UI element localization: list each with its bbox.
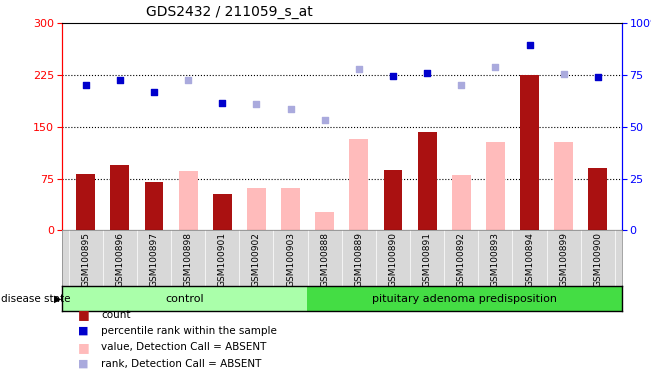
Bar xyxy=(281,187,300,230)
Point xyxy=(524,42,534,48)
Bar xyxy=(76,174,95,230)
Bar xyxy=(111,165,130,230)
Point xyxy=(388,73,398,79)
Bar xyxy=(350,139,368,230)
Text: GSM100888: GSM100888 xyxy=(320,232,329,287)
Text: GSM100901: GSM100901 xyxy=(218,232,227,287)
Text: pituitary adenoma predisposition: pituitary adenoma predisposition xyxy=(372,293,557,304)
Point xyxy=(353,66,364,73)
Bar xyxy=(179,171,197,230)
Text: GSM100892: GSM100892 xyxy=(457,232,465,287)
Text: GSM100903: GSM100903 xyxy=(286,232,295,287)
Bar xyxy=(62,286,307,311)
Bar xyxy=(247,187,266,230)
Bar xyxy=(213,194,232,230)
Bar xyxy=(315,212,334,230)
Bar xyxy=(145,182,163,230)
Text: GSM100897: GSM100897 xyxy=(150,232,158,287)
Text: GSM100899: GSM100899 xyxy=(559,232,568,287)
Text: GSM100898: GSM100898 xyxy=(184,232,193,287)
Point xyxy=(490,64,501,70)
Text: ■: ■ xyxy=(78,359,89,369)
Text: GSM100902: GSM100902 xyxy=(252,232,261,287)
Text: GSM100889: GSM100889 xyxy=(354,232,363,287)
Text: ■: ■ xyxy=(78,341,90,354)
Bar xyxy=(486,142,505,230)
Point xyxy=(320,117,330,123)
Text: count: count xyxy=(101,310,130,320)
Text: GSM100894: GSM100894 xyxy=(525,232,534,287)
Bar xyxy=(520,75,539,230)
Point xyxy=(115,77,125,83)
Bar xyxy=(383,170,402,230)
Text: GDS2432 / 211059_s_at: GDS2432 / 211059_s_at xyxy=(146,5,312,19)
Text: control: control xyxy=(165,293,204,304)
Point xyxy=(422,70,432,76)
Text: GSM100900: GSM100900 xyxy=(593,232,602,287)
Point xyxy=(592,74,603,80)
Text: GSM100891: GSM100891 xyxy=(422,232,432,287)
Bar xyxy=(452,175,471,230)
Text: GSM100896: GSM100896 xyxy=(115,232,124,287)
Bar xyxy=(418,132,437,230)
Text: GSM100893: GSM100893 xyxy=(491,232,500,287)
Text: ■: ■ xyxy=(78,326,89,336)
Text: percentile rank within the sample: percentile rank within the sample xyxy=(101,326,277,336)
Text: ▶: ▶ xyxy=(54,293,62,304)
Point xyxy=(149,89,159,95)
Text: GSM100895: GSM100895 xyxy=(81,232,90,287)
Point xyxy=(217,99,227,106)
Point xyxy=(559,71,569,77)
Point xyxy=(183,77,193,83)
Text: disease state: disease state xyxy=(1,293,70,304)
Text: rank, Detection Call = ABSENT: rank, Detection Call = ABSENT xyxy=(101,359,261,369)
Point xyxy=(285,106,296,112)
Point xyxy=(251,101,262,107)
Text: GSM100890: GSM100890 xyxy=(389,232,398,287)
Bar xyxy=(554,142,573,230)
Text: value, Detection Call = ABSENT: value, Detection Call = ABSENT xyxy=(101,342,266,352)
Point xyxy=(456,82,467,88)
Text: ■: ■ xyxy=(78,308,90,321)
Bar xyxy=(307,286,622,311)
Bar xyxy=(589,168,607,230)
Point xyxy=(81,82,91,88)
